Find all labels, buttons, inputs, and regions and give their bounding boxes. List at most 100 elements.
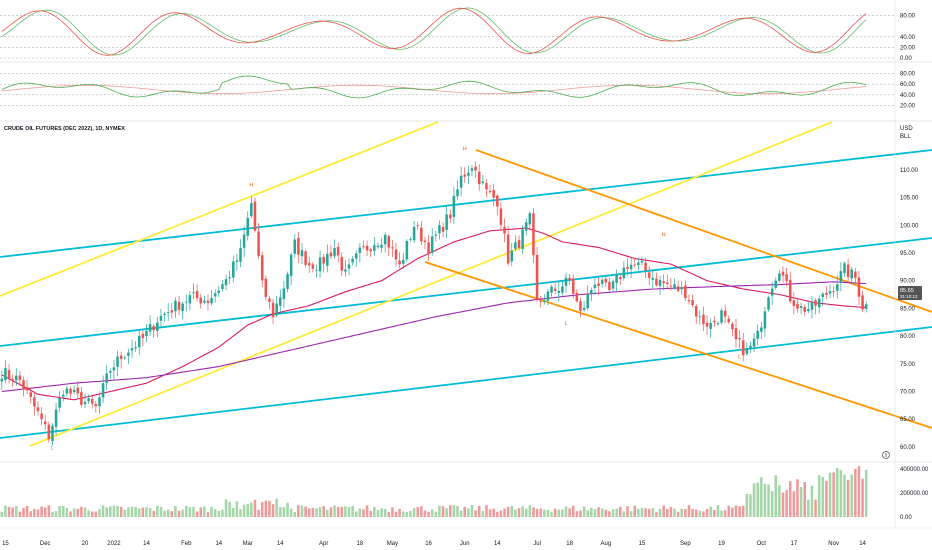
candle-body[interactable]	[18, 375, 22, 380]
candle-body[interactable]	[253, 201, 257, 231]
candle-body[interactable]	[40, 413, 43, 420]
candle-body[interactable]	[358, 247, 362, 254]
candle-body[interactable]	[622, 267, 626, 279]
candle-body[interactable]	[723, 310, 727, 317]
candle-body[interactable]	[600, 279, 604, 284]
candle-body[interactable]	[362, 246, 365, 248]
middle-cyan-channel-line[interactable]	[0, 237, 932, 347]
candle-body[interactable]	[239, 248, 242, 262]
candle-body[interactable]	[854, 271, 857, 278]
lower-yellow-channel-line[interactable]	[29, 121, 833, 447]
candle-body[interactable]	[336, 246, 340, 256]
candle-body[interactable]	[727, 318, 731, 323]
candle-body[interactable]	[702, 314, 705, 325]
candle-body[interactable]	[618, 277, 622, 280]
candle-body[interactable]	[846, 264, 850, 277]
candle-body[interactable]	[803, 307, 806, 312]
candle-body[interactable]	[279, 297, 282, 306]
candle-body[interactable]	[98, 397, 101, 407]
candle-body[interactable]	[409, 239, 412, 240]
candle-body[interactable]	[286, 273, 289, 289]
candle-body[interactable]	[658, 279, 662, 286]
time-axis[interactable]: 15 Dec 20 2022 14 Feb 14 Mar 14 Apr 18 May 16 Jun 14 Ju…	[2, 541, 866, 547]
candle-body[interactable]	[373, 245, 376, 251]
candle-body[interactable]	[29, 392, 33, 397]
candle-body[interactable]	[510, 250, 514, 262]
candle-body[interactable]	[492, 189, 495, 198]
candle-body[interactable]	[387, 236, 391, 248]
candle-body[interactable]	[575, 292, 579, 302]
candle-body[interactable]	[770, 288, 774, 296]
candle-body[interactable]	[756, 330, 759, 339]
settings-icon[interactable]	[882, 451, 890, 459]
candle-body[interactable]	[477, 171, 481, 185]
candle-body[interactable]	[637, 262, 640, 266]
candle-body[interactable]	[112, 367, 116, 371]
candle-body[interactable]	[344, 269, 347, 272]
candle-body[interactable]	[401, 259, 405, 264]
candle-body[interactable]	[430, 236, 434, 253]
candle-body[interactable]	[109, 371, 112, 373]
candle-body[interactable]	[11, 379, 14, 381]
candle-body[interactable]	[644, 262, 647, 271]
candle-body[interactable]	[203, 300, 206, 303]
candle-body[interactable]	[123, 357, 127, 359]
candle-body[interactable]	[427, 242, 430, 255]
candle-body[interactable]	[467, 172, 470, 176]
candle-body[interactable]	[593, 284, 597, 288]
candle-body[interactable]	[22, 380, 25, 390]
candle-body[interactable]	[709, 322, 712, 329]
candle-body[interactable]	[163, 313, 166, 315]
candle-body[interactable]	[282, 288, 286, 300]
candle-body[interactable]	[760, 327, 763, 332]
candle-body[interactable]	[137, 335, 141, 348]
candle-body[interactable]	[864, 304, 868, 309]
candle-body[interactable]	[260, 255, 264, 281]
candle-body[interactable]	[221, 284, 224, 290]
candle-body[interactable]	[76, 387, 80, 394]
candle-body[interactable]	[543, 300, 546, 302]
candle-body[interactable]	[65, 388, 69, 394]
candle-body[interactable]	[174, 300, 177, 312]
candle-body[interactable]	[4, 368, 7, 381]
candle-body[interactable]	[550, 286, 553, 293]
candle-body[interactable]	[647, 272, 651, 278]
candle-body[interactable]	[90, 399, 94, 404]
candle-body[interactable]	[662, 281, 665, 284]
candle-body[interactable]	[271, 302, 275, 318]
candle-body[interactable]	[166, 312, 170, 314]
candle-body[interactable]	[774, 280, 778, 288]
candle-body[interactable]	[821, 293, 825, 298]
candle-body[interactable]	[351, 258, 354, 263]
candle-body[interactable]	[839, 271, 843, 283]
candle-body[interactable]	[300, 250, 304, 257]
candle-body[interactable]	[405, 240, 409, 260]
candle-body[interactable]	[734, 328, 738, 340]
candlestick-series[interactable]	[0, 161, 868, 446]
candle-body[interactable]	[857, 277, 861, 297]
candle-body[interactable]	[828, 291, 832, 294]
candle-body[interactable]	[680, 287, 684, 290]
candle-body[interactable]	[235, 260, 239, 262]
candle-body[interactable]	[694, 305, 698, 317]
candle-body[interactable]	[524, 222, 528, 231]
candle-body[interactable]	[195, 290, 199, 299]
candle-body[interactable]	[398, 260, 401, 265]
candle-body[interactable]	[232, 261, 235, 278]
candle-body[interactable]	[539, 300, 542, 302]
candle-body[interactable]	[785, 274, 788, 282]
candle-body[interactable]	[127, 352, 130, 356]
upper-orange-channel-line[interactable]	[475, 149, 932, 313]
candle-body[interactable]	[553, 288, 557, 291]
candle-body[interactable]	[514, 242, 517, 249]
candle-body[interactable]	[0, 378, 4, 382]
candle-body[interactable]	[333, 248, 336, 256]
candle-body[interactable]	[687, 300, 691, 302]
candle-body[interactable]	[817, 298, 821, 308]
candle-body[interactable]	[738, 338, 741, 340]
candle-body[interactable]	[441, 226, 445, 232]
candle-body[interactable]	[597, 283, 600, 286]
candle-body[interactable]	[101, 383, 105, 398]
candle-body[interactable]	[470, 168, 474, 171]
candle-body[interactable]	[224, 279, 228, 286]
